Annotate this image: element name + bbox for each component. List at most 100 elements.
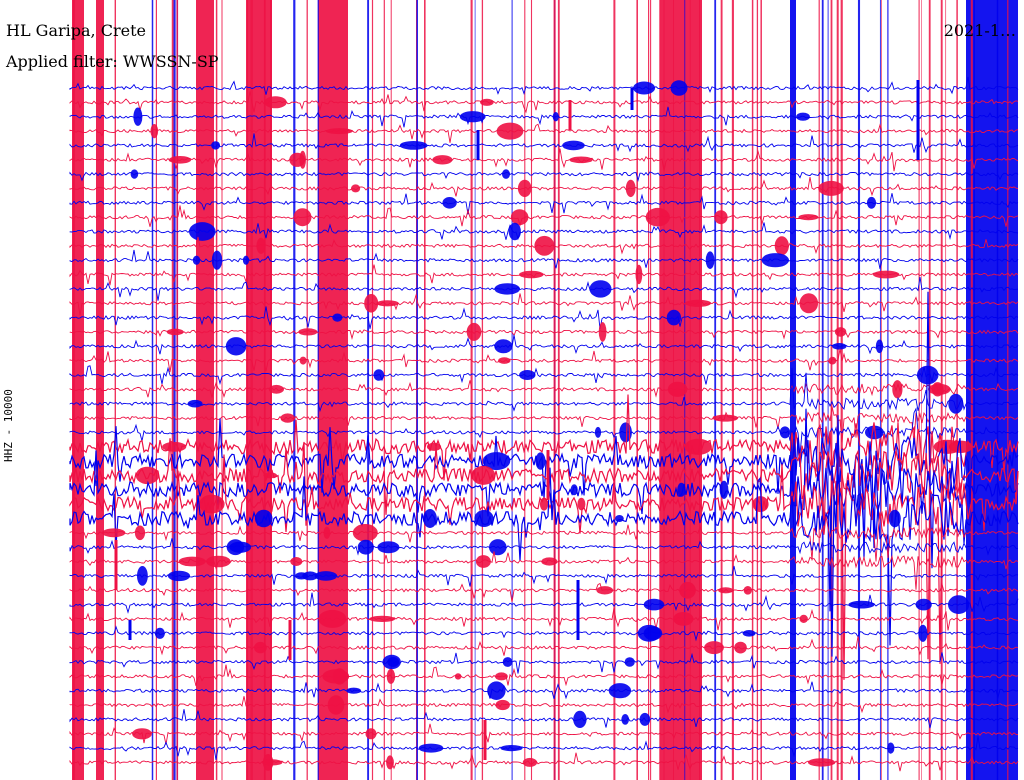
trace-line <box>69 106 1019 128</box>
event-burst <box>872 270 900 279</box>
trace-line <box>69 696 1019 714</box>
event-burst <box>928 383 951 395</box>
trace-line <box>69 709 1019 729</box>
event-burst <box>264 96 287 109</box>
event-burst <box>712 414 739 422</box>
trace-line <box>69 348 1019 373</box>
trace-line <box>69 329 1019 340</box>
event-burst <box>327 695 345 715</box>
event-burst <box>510 209 529 226</box>
event-burst <box>522 757 538 767</box>
event-burst <box>848 600 875 609</box>
event-burst <box>541 557 558 566</box>
event-burst <box>482 452 511 471</box>
trace-line <box>69 123 1019 143</box>
event-burst <box>594 426 602 438</box>
event-burst <box>639 712 651 726</box>
event-burst <box>562 140 585 151</box>
event-burst <box>323 526 331 539</box>
event-burst <box>454 673 462 680</box>
event-burst <box>598 322 607 342</box>
trace-line <box>69 306 1019 330</box>
event-burst <box>289 152 306 167</box>
event-burst <box>133 107 143 126</box>
event-burst <box>685 299 712 307</box>
event-burst <box>494 283 520 295</box>
trace-line <box>69 367 1019 413</box>
event-burst <box>130 169 139 179</box>
event-burst <box>719 480 729 499</box>
trace-line <box>69 177 1019 197</box>
event-burst <box>608 683 632 699</box>
trace-line <box>69 205 1019 228</box>
event-burst <box>134 525 146 541</box>
station-title: HL Garipa, Crete <box>6 21 146 40</box>
event-burst <box>211 141 221 150</box>
event-burst <box>519 270 544 279</box>
event-burst <box>645 207 670 227</box>
event-burst <box>832 343 847 350</box>
event-burst <box>102 528 126 538</box>
event-burst <box>496 122 524 140</box>
event-burst <box>432 155 453 165</box>
trace-line <box>69 91 1019 114</box>
event-burst <box>322 669 350 684</box>
event-burst <box>615 515 624 522</box>
event-burst <box>189 222 216 241</box>
event-burst <box>423 509 437 528</box>
event-burst <box>774 236 789 256</box>
event-burst <box>211 250 223 270</box>
event-burst <box>357 539 374 555</box>
event-burst <box>254 509 273 528</box>
event-burst <box>471 465 496 485</box>
event-burst <box>459 111 486 123</box>
event-burst <box>799 293 819 314</box>
event-burst <box>535 452 546 470</box>
event-burst <box>517 179 532 198</box>
event-burst <box>187 399 203 408</box>
trace-line <box>69 723 1019 745</box>
trace-line <box>69 76 1019 95</box>
trace-line <box>69 736 1019 760</box>
event-burst <box>494 339 513 354</box>
event-burst <box>718 587 734 594</box>
event-burst <box>569 156 593 164</box>
event-burst <box>539 497 549 511</box>
event-burst <box>480 98 494 106</box>
trace-line <box>69 222 1019 241</box>
event-burst <box>166 328 184 336</box>
event-burst <box>534 235 555 256</box>
event-burst <box>325 128 353 135</box>
event-burst <box>704 641 724 655</box>
trace-line <box>69 276 1019 301</box>
date-label: 2021-1… <box>943 21 1016 40</box>
trace-line <box>69 171 1019 183</box>
event-burst <box>502 657 513 667</box>
event-burst <box>137 566 148 586</box>
filter-label: Applied filter: WWSSN-SP <box>6 52 219 71</box>
event-burst <box>373 369 385 381</box>
event-burst <box>225 337 247 356</box>
event-burst <box>192 255 201 265</box>
event-burst <box>519 370 536 380</box>
event-burst <box>351 184 361 193</box>
trace-line <box>69 133 1019 154</box>
event-burst <box>508 222 521 241</box>
event-burst <box>667 381 688 397</box>
event-burst <box>625 179 636 198</box>
event-burst <box>577 497 586 511</box>
event-burst <box>643 598 665 611</box>
event-burst <box>670 80 688 96</box>
trace-line <box>69 415 1019 657</box>
event-burst <box>466 322 482 341</box>
event-burst <box>442 197 457 209</box>
event-burst <box>915 598 932 611</box>
event-burst <box>168 156 192 164</box>
event-burst <box>386 755 394 770</box>
event-burst <box>332 313 343 322</box>
event-burst <box>596 586 614 595</box>
event-burst <box>888 509 901 528</box>
event-burst <box>242 255 250 265</box>
event-burst <box>261 759 283 766</box>
